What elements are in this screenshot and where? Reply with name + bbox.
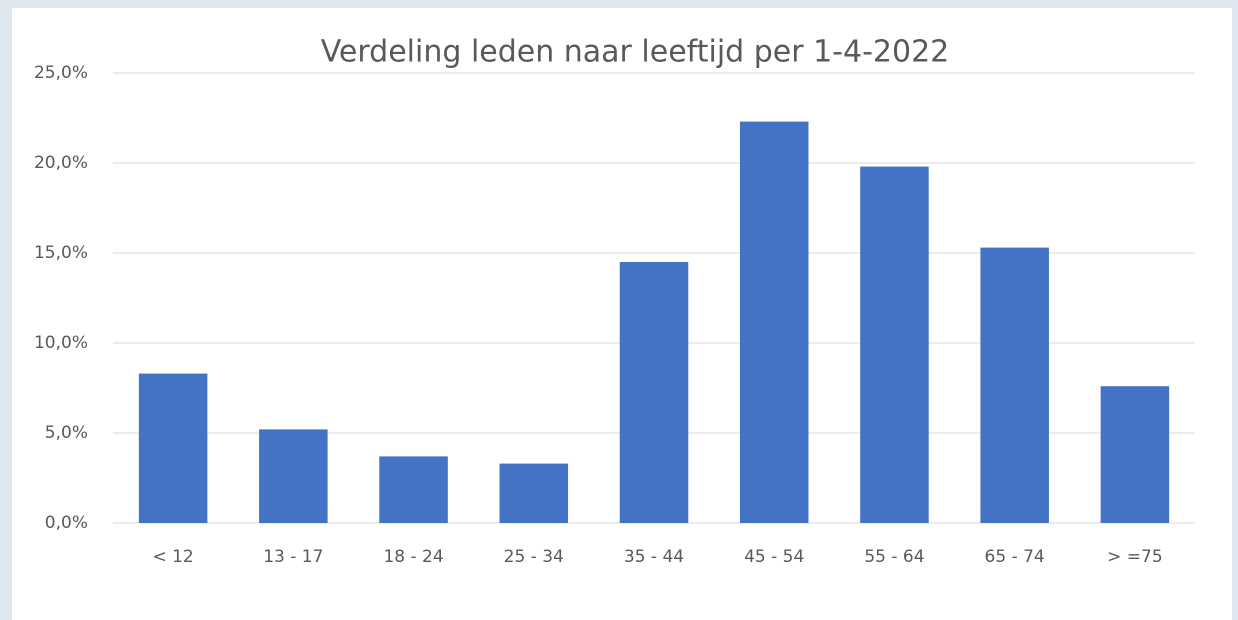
bar <box>259 429 328 523</box>
x-tick-label: 25 - 34 <box>504 547 564 567</box>
x-tick-label: 13 - 17 <box>263 547 323 567</box>
x-tick-label: 35 - 44 <box>624 547 684 567</box>
x-tick-label: > =75 <box>1107 547 1163 567</box>
y-tick-label: 20,0% <box>34 153 88 173</box>
y-tick-label: 25,0% <box>34 63 88 83</box>
x-tick-label: 55 - 64 <box>864 547 924 567</box>
y-tick-label: 5,0% <box>45 423 88 443</box>
bar <box>499 463 569 523</box>
bar <box>619 262 689 523</box>
y-tick-label: 10,0% <box>34 333 88 353</box>
y-tick-label: 0,0% <box>45 513 88 533</box>
x-tick-label: 18 - 24 <box>383 547 443 567</box>
bar <box>138 373 208 523</box>
bar <box>860 166 929 523</box>
bar <box>379 456 448 523</box>
y-tick-label: 15,0% <box>34 243 88 263</box>
x-tick-label: < 12 <box>152 547 193 567</box>
chart-title: Verdeling leden naar leeftijd per 1-4-20… <box>321 35 950 70</box>
bar <box>980 247 1049 523</box>
x-tick-label: 45 - 54 <box>744 547 804 567</box>
bar <box>1100 386 1170 523</box>
bar <box>739 121 809 523</box>
x-tick-label: 65 - 74 <box>985 547 1045 567</box>
